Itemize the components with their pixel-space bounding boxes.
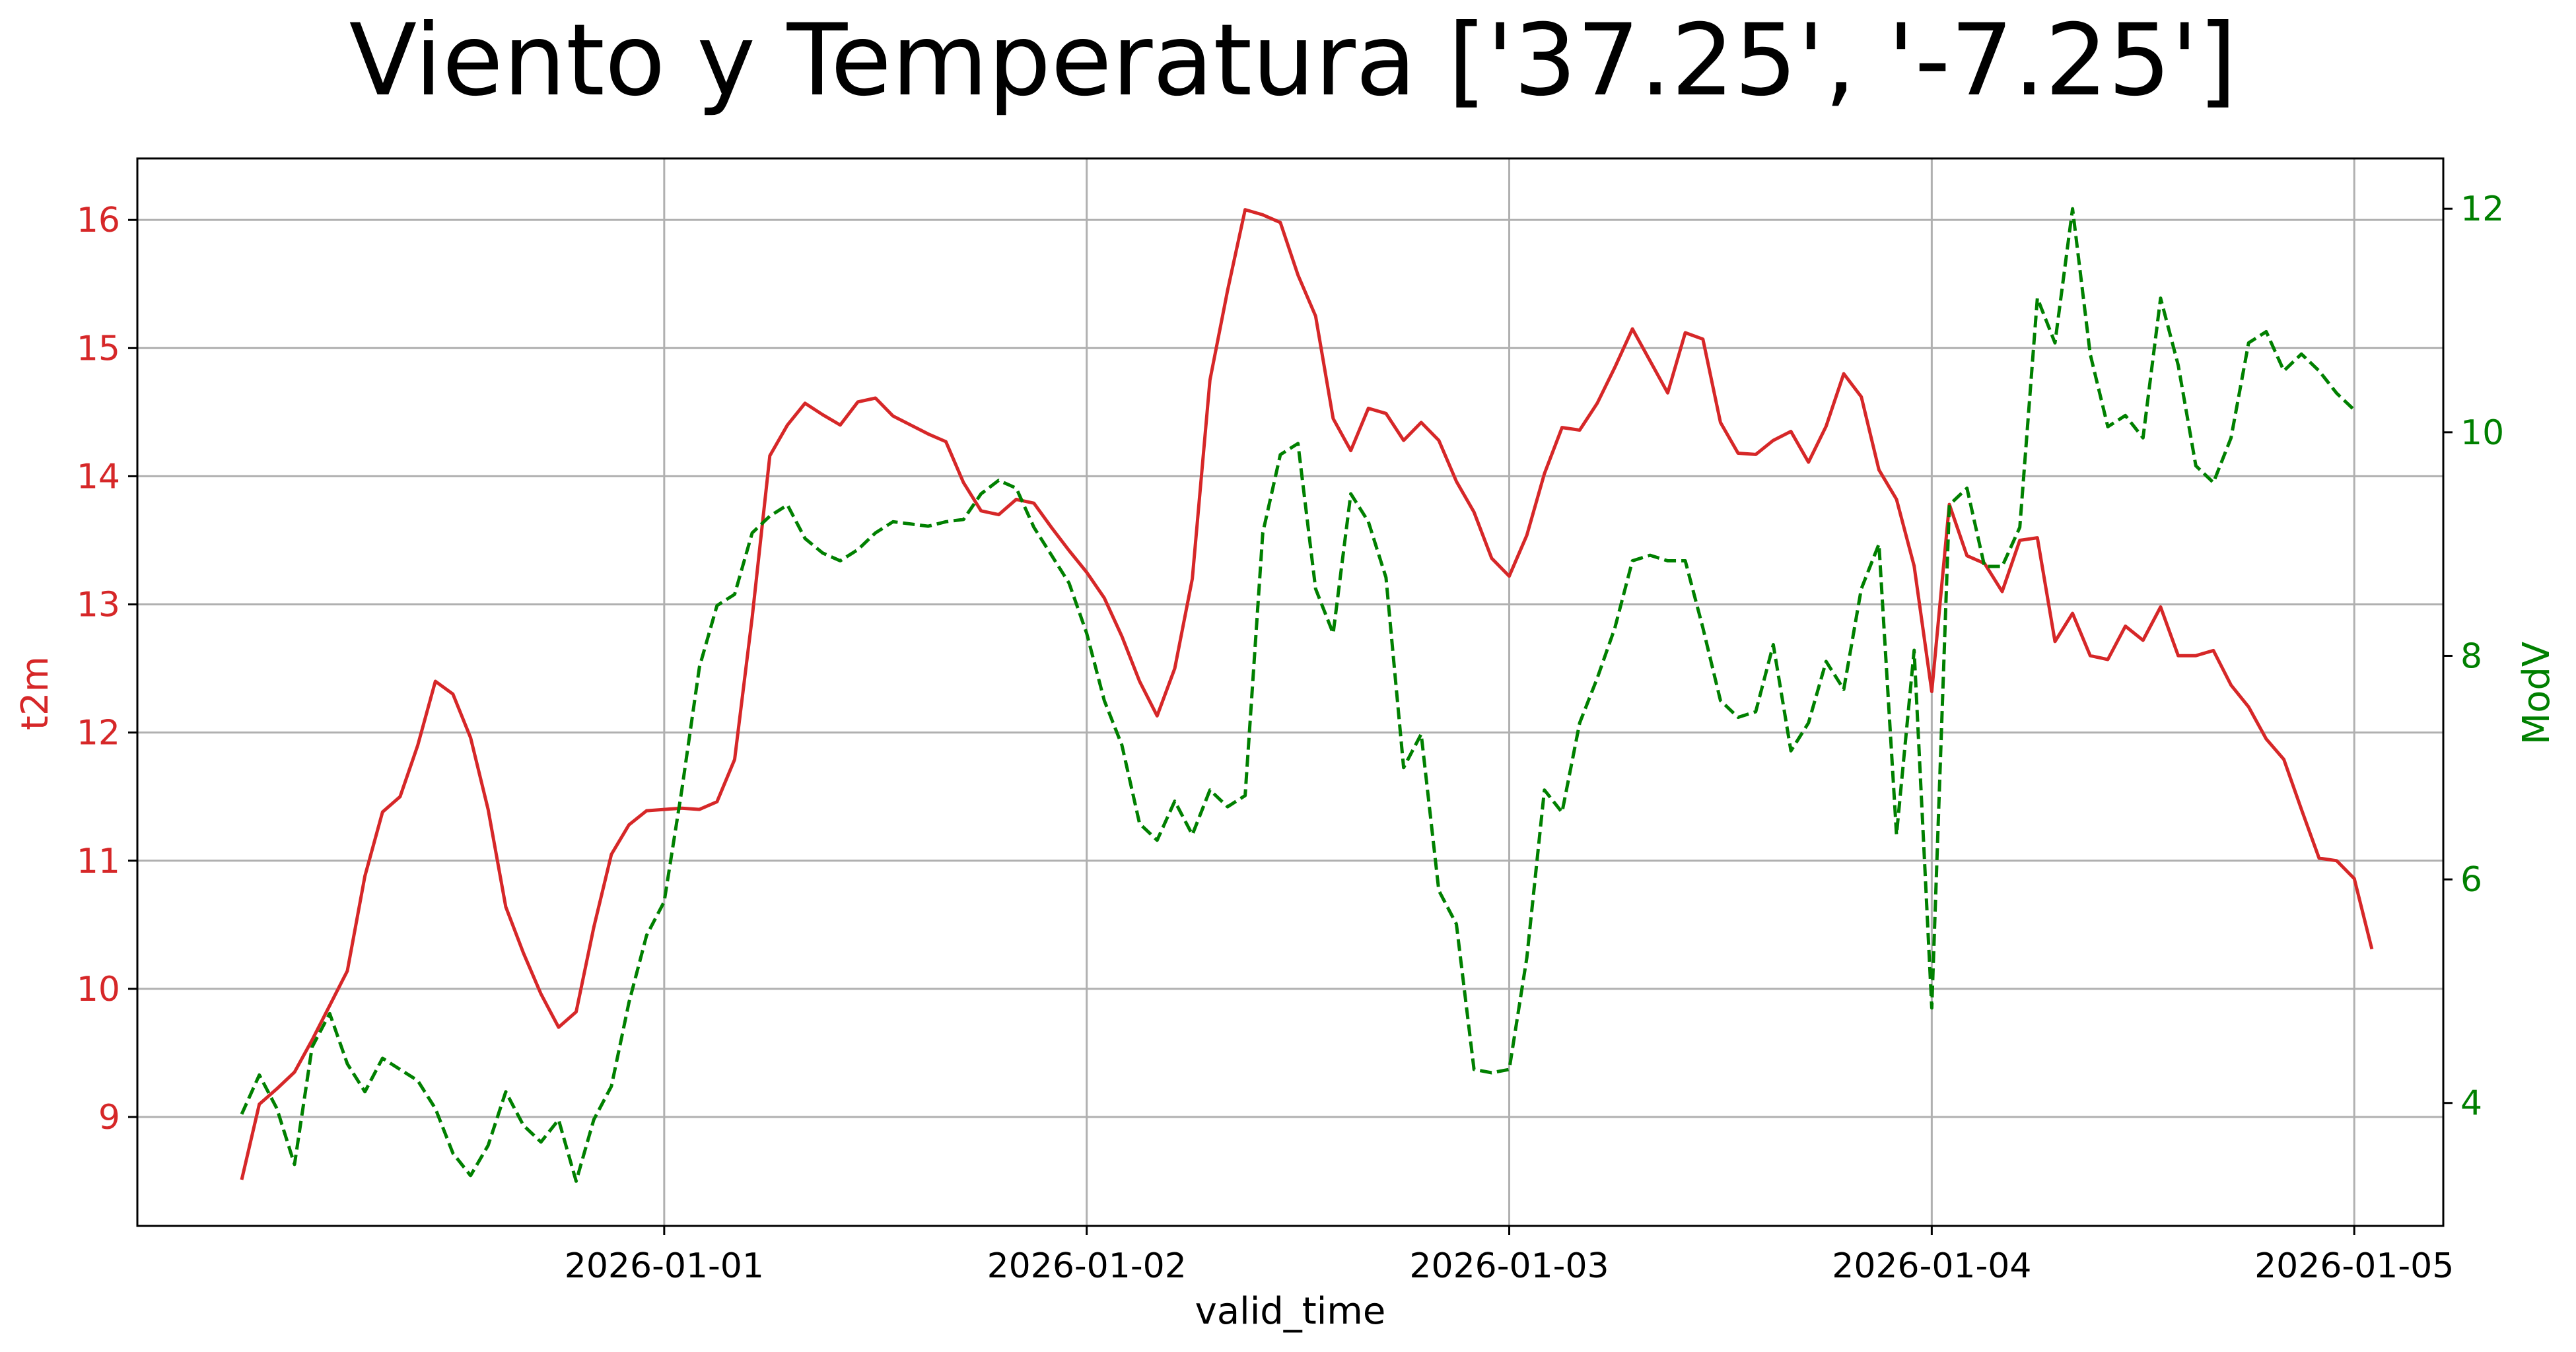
y-axis-left: 9 10 11 12 13 14 15 16 [77,201,137,1137]
y-right-tick-label: 8 [2460,636,2482,676]
grid [137,158,2443,1226]
x-tick-label: 2026-01-03 [1409,1246,1609,1286]
y-right-tick-label: 6 [2460,860,2482,900]
series-modv [240,207,2355,1183]
x-axis-label: valid_time [1195,1290,1386,1333]
series-t2m [240,208,2374,1180]
y-right-tick-label: 4 [2460,1084,2482,1124]
y-left-tick-label: 12 [77,714,120,753]
y-left-tick-label: 11 [77,842,120,881]
x-tick-label: 2026-01-01 [565,1246,764,1286]
x-axis: 2026-01-01 2026-01-02 2026-01-03 2026-01-04… [565,1226,2454,1286]
x-tick-label: 2026-01-05 [2254,1246,2454,1286]
y-right-tick-label: 12 [2460,189,2504,229]
y-left-tick-label: 16 [77,201,120,240]
plot-frame [136,157,2445,1227]
y-left-tick-label: 9 [98,1098,120,1137]
x-tick-label: 2026-01-02 [987,1246,1187,1286]
y-left-tick-label: 10 [77,970,120,1009]
y-axis-right-label: ModV [2515,642,2558,745]
x-tick-label: 2026-01-04 [1832,1246,2031,1286]
y-right-tick-label: 10 [2460,413,2504,453]
t2m-line [240,208,2374,1180]
y-axis-left-label: t2m [14,656,57,730]
y-left-tick-label: 15 [77,329,120,368]
chart-title: Viento y Temperatura ['37.25', '-7.25'] [349,3,2237,118]
y-left-tick-label: 13 [77,586,120,625]
y-left-tick-label: 14 [77,457,120,496]
modv-line [240,207,2355,1183]
y-axis-right: 4 6 8 10 12 [2443,189,2504,1124]
